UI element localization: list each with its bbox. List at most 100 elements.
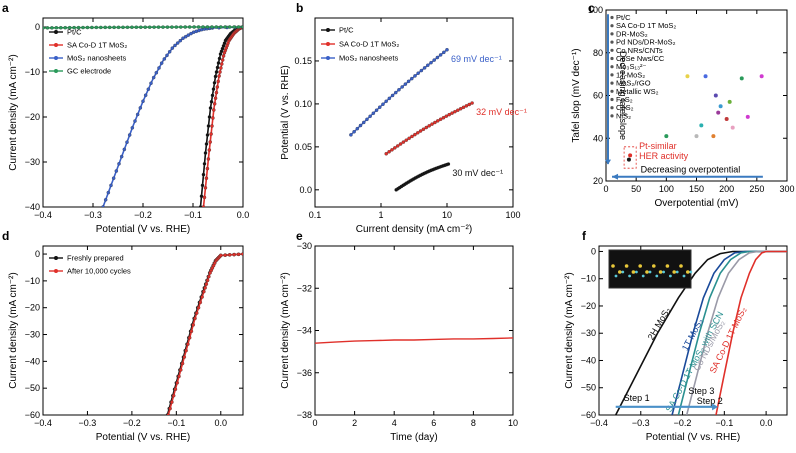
- data-point: [241, 25, 243, 29]
- data-point: [418, 129, 423, 133]
- arrow-head: [712, 403, 719, 411]
- data-point: [206, 124, 211, 128]
- legend-marker: [610, 73, 614, 77]
- x-axis-label: Time (day): [390, 432, 437, 443]
- data-point: [116, 25, 121, 30]
- data-point: [195, 311, 199, 315]
- inset-atom: [669, 274, 672, 278]
- x-tick-label: 6: [431, 418, 436, 428]
- data-point: [147, 25, 152, 29]
- panel-c: c 0 50 100 150 200 250 300 20 40 60 80 100 Overpotent…: [571, 1, 795, 209]
- data-point: [208, 106, 213, 110]
- panel-e: e 0 2 4 6 8 10 −30 −32 −34 −36 −38 Time (day) Current…: [280, 229, 518, 443]
- data-point: [427, 124, 431, 128]
- legend-label: MoS₂ nanosheets: [339, 54, 398, 63]
- data-point: [125, 140, 129, 144]
- x-tick-label: −0.4: [34, 210, 52, 220]
- data-point: [203, 151, 208, 155]
- pt-similar-label: Pt-similar: [639, 141, 677, 151]
- data-point: [67, 25, 72, 30]
- data-point: [429, 60, 433, 65]
- data-point: [387, 96, 392, 101]
- scatter-point: [626, 157, 631, 162]
- y-tick-label: −40: [581, 355, 596, 365]
- data-point: [154, 71, 159, 75]
- data-point: [223, 253, 227, 257]
- curve-label: 2H MoS₂: [646, 305, 673, 342]
- legend-marker: [610, 89, 614, 93]
- y-tick-label: 0: [591, 246, 596, 256]
- scatter-point: [739, 76, 744, 81]
- scatter-point: [718, 104, 723, 109]
- panel-d: d −0.4 −0.3 −0.2 −0.1 0.0 0 −10 −20 −30 −40 −50 −60 P…: [2, 229, 244, 443]
- data-point: [162, 57, 167, 61]
- data-point: [393, 146, 397, 150]
- x-tick-label: 200: [719, 184, 734, 194]
- data-point: [201, 205, 206, 207]
- data-point: [130, 126, 135, 130]
- series-group: [614, 250, 787, 415]
- data-point: [442, 50, 446, 55]
- y-tick-label: −20: [25, 112, 40, 122]
- legend-label: SA Co-D 1T MoS₂: [339, 40, 399, 49]
- inset-atom: [655, 274, 659, 278]
- panel-letter: f: [582, 229, 587, 243]
- data-point: [438, 117, 443, 122]
- structure-inset: [608, 249, 692, 289]
- y-tick-label: −30: [25, 330, 40, 340]
- inset-atom: [689, 270, 693, 274]
- inset-atom: [652, 264, 656, 268]
- x-tick-label: −0.1: [184, 210, 202, 220]
- data-point: [178, 38, 183, 43]
- data-point: [94, 25, 99, 30]
- data-point: [384, 151, 388, 156]
- legend-marker: [54, 30, 58, 34]
- data-point: [410, 134, 414, 139]
- data-point: [204, 282, 209, 286]
- inset-atom: [645, 270, 649, 274]
- panel-letter: d: [2, 229, 9, 243]
- inset-atom: [614, 274, 618, 278]
- panel-letter: b: [296, 1, 303, 15]
- legend-marker: [326, 42, 330, 46]
- data-point: [133, 119, 137, 123]
- data-point: [143, 93, 148, 98]
- data-point: [179, 368, 183, 372]
- legend-label: DR-MoS₂: [616, 29, 648, 38]
- data-point: [220, 58, 225, 62]
- legend-label: GC electrode: [67, 67, 111, 76]
- data-point: [203, 286, 207, 290]
- data-point: [422, 66, 427, 70]
- legend-label: Pd NDs/DR-MoS₂: [616, 38, 676, 47]
- scatter-point: [759, 74, 764, 79]
- legend-marker: [54, 269, 58, 273]
- legend-marker: [326, 28, 330, 32]
- legend-marker: [54, 43, 58, 47]
- inset-atom: [628, 274, 631, 278]
- data-point: [213, 74, 218, 79]
- x-tick-label: −0.3: [79, 418, 97, 428]
- data-point: [204, 142, 209, 146]
- y-tick-label: −36: [297, 368, 312, 378]
- step-label: Step 3: [688, 386, 714, 396]
- inset-atom: [679, 264, 683, 268]
- x-tick-label: 4: [392, 418, 397, 428]
- data-point: [173, 43, 177, 48]
- data-point: [394, 90, 398, 95]
- data-point: [426, 63, 430, 68]
- arrow-head: [612, 173, 619, 180]
- y-tick-label: 0.10: [294, 99, 312, 109]
- data-point: [193, 316, 197, 321]
- data-point: [217, 74, 221, 78]
- series-line: [614, 250, 787, 415]
- arrow-head: [605, 159, 611, 165]
- data-point: [127, 133, 132, 137]
- data-point: [416, 71, 420, 75]
- scatter-point: [703, 74, 708, 79]
- series-group: [315, 337, 513, 344]
- data-point: [103, 198, 108, 202]
- data-point: [445, 48, 449, 52]
- series-line: [685, 250, 787, 415]
- x-tick-label: 8: [471, 418, 476, 428]
- data-point: [81, 25, 85, 30]
